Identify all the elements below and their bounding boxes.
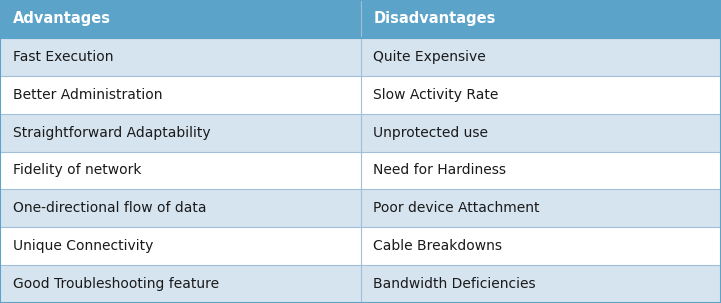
Text: Unprotected use: Unprotected use <box>373 125 489 140</box>
Text: Need for Hardiness: Need for Hardiness <box>373 163 506 178</box>
Bar <box>0 0 721 38</box>
Text: Slow Activity Rate: Slow Activity Rate <box>373 88 499 102</box>
Bar <box>0 227 721 265</box>
Bar <box>0 152 721 189</box>
Text: One-directional flow of data: One-directional flow of data <box>13 201 206 215</box>
Text: Better Administration: Better Administration <box>13 88 162 102</box>
Bar <box>0 265 721 303</box>
Bar <box>0 76 721 114</box>
Text: Cable Breakdowns: Cable Breakdowns <box>373 239 503 253</box>
Bar <box>0 189 721 227</box>
Text: Good Troubleshooting feature: Good Troubleshooting feature <box>13 277 219 291</box>
Text: Quite Expensive: Quite Expensive <box>373 50 486 64</box>
Bar <box>0 114 721 152</box>
Text: Advantages: Advantages <box>13 12 111 26</box>
Text: Bandwidth Deficiencies: Bandwidth Deficiencies <box>373 277 536 291</box>
Text: Fidelity of network: Fidelity of network <box>13 163 141 178</box>
Bar <box>0 38 721 76</box>
Text: Unique Connectivity: Unique Connectivity <box>13 239 154 253</box>
Text: Straightforward Adaptability: Straightforward Adaptability <box>13 125 211 140</box>
Text: Disadvantages: Disadvantages <box>373 12 496 26</box>
Text: Fast Execution: Fast Execution <box>13 50 113 64</box>
Text: Poor device Attachment: Poor device Attachment <box>373 201 540 215</box>
